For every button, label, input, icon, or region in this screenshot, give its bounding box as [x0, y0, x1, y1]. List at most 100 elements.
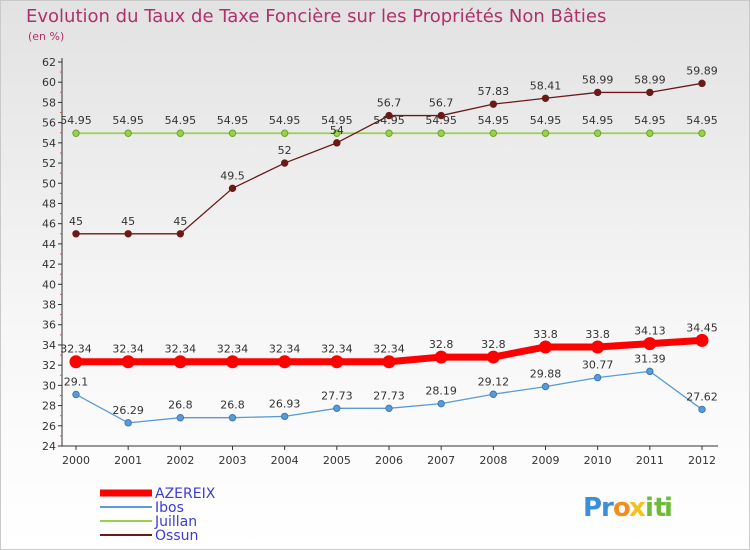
data-point-ibos — [646, 367, 654, 376]
data-point-ossun — [541, 94, 550, 102]
y-tick-label: 44 — [42, 238, 56, 251]
data-label-ibos: 28.19 — [425, 385, 457, 398]
y-tick-label: 30 — [42, 379, 56, 392]
data-label-ossun: 45 — [69, 215, 83, 228]
data-label-azereix: 32.34 — [217, 343, 249, 356]
logo-letter: o — [613, 493, 631, 523]
legend-label-ibos: Ibos — [155, 500, 184, 516]
data-point-azereix — [695, 333, 709, 347]
data-point-juillan — [593, 129, 602, 137]
data-point-juillan — [228, 129, 237, 137]
logo-letter: i — [664, 493, 673, 523]
chart-title: Evolution du Taux de Taxe Foncière sur l… — [26, 6, 606, 27]
data-point-ibos — [489, 390, 498, 398]
data-point-azereix — [69, 355, 83, 369]
data-label-juillan: 54.95 — [425, 114, 457, 127]
data-point-juillan — [385, 129, 393, 137]
data-label-ossun: 58.99 — [634, 73, 666, 86]
data-label-ossun: 45 — [173, 215, 187, 228]
data-point-juillan — [280, 129, 289, 137]
y-tick-label: 34 — [42, 339, 56, 352]
data-point-juillan — [437, 129, 445, 137]
data-point-ibos — [72, 390, 80, 399]
y-tick-label: 28 — [42, 400, 56, 413]
logo-letter: i — [645, 493, 654, 523]
data-point-ossun — [280, 159, 289, 167]
y-tick-label: 38 — [42, 299, 56, 312]
data-point-ossun — [593, 88, 602, 97]
data-label-juillan: 54.95 — [165, 114, 197, 127]
data-point-azereix — [382, 355, 396, 369]
data-label-juillan: 54.95 — [112, 114, 144, 127]
data-label-azereix: 32.8 — [429, 338, 454, 351]
y-tick-label: 48 — [42, 197, 56, 210]
data-point-azereix — [434, 350, 448, 364]
data-label-juillan: 54.95 — [269, 114, 301, 127]
x-tick-label: 2004 — [271, 454, 299, 467]
data-point-azereix — [121, 355, 135, 369]
data-label-ibos: 31.39 — [634, 352, 666, 365]
data-label-juillan: 54.95 — [582, 114, 614, 127]
data-label-azereix: 32.34 — [60, 343, 92, 356]
data-label-ossun: 56.7 — [377, 97, 402, 110]
data-point-azereix — [591, 340, 605, 354]
y-tick-label: 36 — [42, 319, 56, 332]
data-point-azereix — [226, 355, 239, 369]
data-label-ibos: 27.73 — [373, 389, 405, 402]
data-label-azereix: 34.45 — [686, 321, 718, 334]
y-tick-label: 26 — [42, 420, 56, 433]
y-tick-label: 54 — [42, 137, 56, 150]
data-label-juillan: 54.95 — [686, 114, 718, 127]
data-label-ossun: 56.7 — [429, 97, 454, 110]
data-label-azereix: 33.8 — [533, 328, 558, 341]
x-tick-label: 2011 — [636, 454, 664, 467]
data-label-ibos: 26.93 — [269, 397, 301, 410]
y-tick-label: 58 — [42, 96, 56, 109]
x-tick-label: 2008 — [479, 454, 507, 467]
data-label-azereix: 32.34 — [165, 343, 197, 356]
series-layer — [69, 79, 709, 427]
chart-subtitle: (en %) — [28, 30, 64, 43]
proxiti-logo: Pr ox i ti — [583, 493, 673, 523]
x-tick-label: 2002 — [166, 454, 194, 467]
data-label-ibos: 26.8 — [168, 399, 193, 412]
data-point-ibos — [333, 404, 341, 413]
data-label-juillan: 54.95 — [634, 114, 666, 127]
data-label-ossun: 52 — [278, 144, 292, 157]
y-tick-label: 32 — [42, 359, 56, 372]
data-point-ibos — [228, 414, 237, 422]
data-point-ossun — [698, 79, 706, 88]
data-label-azereix: 34.13 — [634, 325, 666, 338]
data-label-azereix: 32.8 — [481, 338, 506, 351]
data-labels: 32.34 32.34 32.34 32.34 32.34 32.34 32.34 32.8 3… — [60, 64, 718, 417]
data-point-ossun — [228, 184, 237, 193]
data-label-ibos: 30.77 — [582, 359, 614, 372]
data-point-ossun — [72, 230, 80, 238]
data-label-juillan: 54.95 — [478, 114, 510, 127]
y-tick-label: 56 — [42, 117, 56, 130]
data-point-juillan — [72, 129, 80, 137]
data-point-ossun — [385, 111, 393, 120]
data-point-ossun — [176, 230, 185, 238]
data-label-azereix: 32.34 — [321, 343, 353, 356]
data-point-ibos — [385, 404, 393, 413]
data-point-ossun — [646, 88, 654, 97]
data-label-ossun: 58.41 — [530, 79, 562, 92]
data-label-ibos: 26.8 — [220, 399, 245, 412]
legend-label-juillan: Juillan — [154, 514, 197, 530]
data-point-azereix — [278, 355, 292, 369]
y-tick-label: 24 — [42, 440, 56, 453]
data-point-juillan — [176, 129, 185, 137]
data-point-azereix — [173, 355, 187, 369]
data-label-juillan: 54.95 — [373, 114, 405, 127]
x-tick-label: 2006 — [375, 454, 403, 467]
x-tick-label: 2007 — [427, 454, 455, 467]
data-point-juillan — [333, 129, 341, 137]
data-label-ibos: 29.1 — [64, 375, 89, 388]
data-point-ossun — [124, 230, 132, 238]
data-point-ossun — [437, 111, 445, 120]
legend-label-ossun: Ossun — [155, 528, 198, 544]
data-point-ibos — [541, 382, 550, 391]
